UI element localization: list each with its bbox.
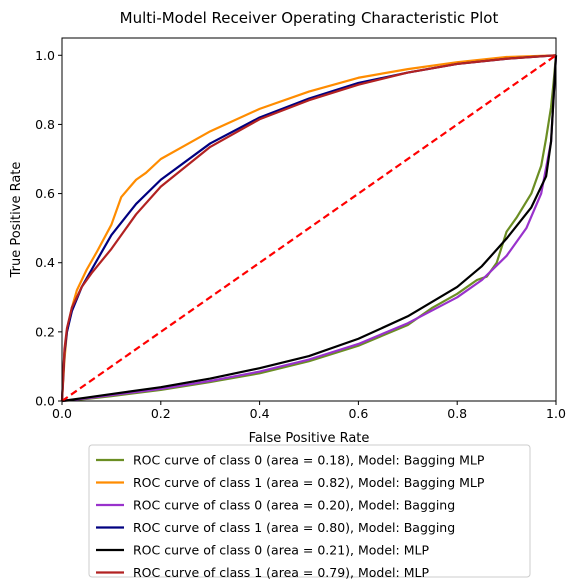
legend-entry-label: ROC curve of class 0 (area = 0.18), Mode… bbox=[133, 453, 485, 468]
legend-entry-label: ROC curve of class 0 (area = 0.20), Mode… bbox=[133, 498, 455, 513]
legend-frame bbox=[88, 444, 531, 578]
roc-series-line bbox=[61, 55, 558, 403]
y-tick-label: 1.0 bbox=[35, 48, 55, 63]
legend-entry-label: ROC curve of class 1 (area = 0.80), Mode… bbox=[133, 520, 455, 535]
y-tick-label: 0.2 bbox=[35, 324, 55, 339]
legend-entry-label: ROC curve of class 0 (area = 0.21), Mode… bbox=[133, 543, 429, 558]
plot-frame bbox=[61, 37, 557, 402]
y-tick-label: 0.4 bbox=[35, 255, 55, 270]
x-tick-label: 0.6 bbox=[348, 406, 368, 421]
legend-entry-label: ROC curve of class 1 (area = 0.82), Mode… bbox=[133, 475, 485, 490]
chart-title: Multi-Model Receiver Operating Character… bbox=[120, 9, 499, 27]
roc-series-line bbox=[60, 54, 557, 402]
legend-entry-label: ROC curve of class 1 (area = 0.79), Mode… bbox=[133, 565, 429, 580]
diagonal-reference-line bbox=[61, 54, 557, 402]
y-tick-label: 0.8 bbox=[35, 117, 55, 132]
legend: ROC curve of class 0 (area = 0.18), Mode… bbox=[88, 444, 531, 580]
x-tick-label: 0.8 bbox=[447, 406, 467, 421]
x-axis-label: False Positive Rate bbox=[249, 431, 370, 446]
x-tick-label: 0.0 bbox=[52, 406, 72, 421]
x-axis: 0.0 0.2 0.4 0.6 0.8 1.0 bbox=[52, 401, 566, 421]
y-tick-label: 0.0 bbox=[35, 394, 55, 409]
y-axis: 0.0 0.2 0.4 0.6 0.8 1.0 bbox=[35, 48, 62, 409]
y-axis-label: True Positive Rate bbox=[9, 162, 24, 279]
y-tick-label: 0.6 bbox=[35, 186, 55, 201]
x-tick-label: 0.4 bbox=[250, 406, 270, 421]
roc-series-line bbox=[61, 55, 558, 403]
x-tick-label: 0.2 bbox=[151, 406, 171, 421]
plot-area bbox=[60, 54, 558, 403]
x-tick-label: 1.0 bbox=[546, 406, 566, 421]
